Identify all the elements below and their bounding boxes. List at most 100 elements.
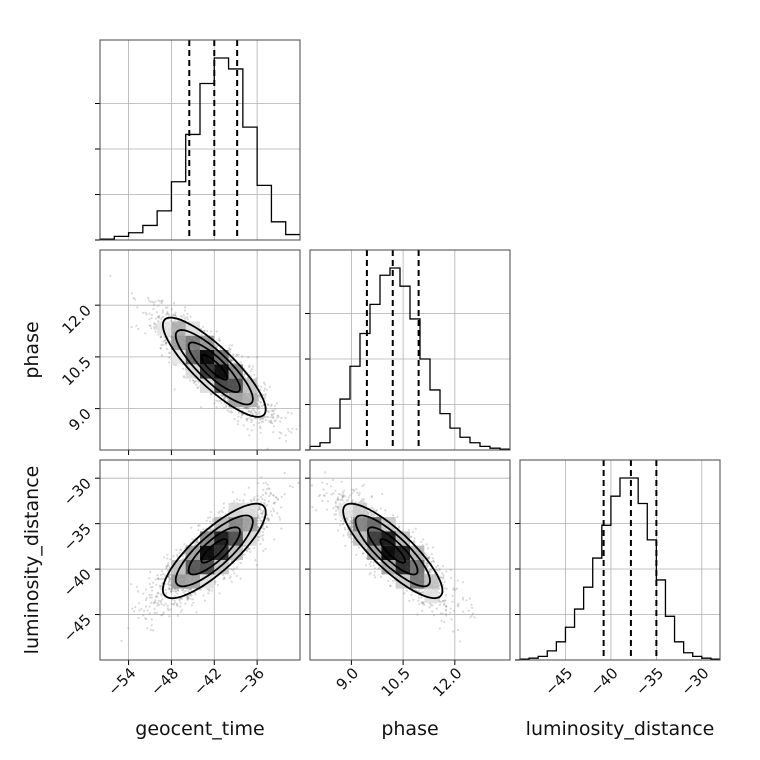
- sample-point: [212, 517, 215, 521]
- sample-point: [176, 614, 179, 617]
- sample-point: [186, 595, 189, 599]
- sample-point: [253, 417, 257, 420]
- sample-point: [260, 385, 263, 388]
- sample-point: [156, 577, 159, 580]
- sample-point: [247, 356, 250, 359]
- sample-point: [274, 496, 278, 499]
- sample-point: [185, 596, 188, 599]
- sample-point: [276, 416, 279, 419]
- sample-point: [155, 311, 159, 314]
- sample-point: [250, 429, 253, 432]
- sample-point: [152, 601, 155, 604]
- sample-point: [246, 428, 249, 431]
- sample-point: [229, 351, 232, 354]
- sample-point: [261, 420, 264, 423]
- sample-point: [168, 580, 171, 584]
- sample-point: [210, 589, 213, 592]
- sample-point: [269, 421, 272, 424]
- sample-point: [162, 611, 165, 614]
- sample-point: [217, 400, 220, 403]
- sample-point: [230, 359, 233, 362]
- sample-point: [220, 509, 223, 512]
- sample-point: [127, 627, 130, 630]
- sample-point: [166, 312, 169, 315]
- sample-point: [248, 434, 251, 437]
- sample-point: [181, 316, 184, 319]
- sample-point: [259, 508, 262, 511]
- sample-point: [182, 367, 185, 370]
- sample-point: [180, 610, 183, 613]
- sample-point: [213, 582, 216, 585]
- sample-point: [174, 314, 177, 317]
- sample-point: [144, 605, 147, 608]
- sample-point: [266, 483, 269, 486]
- sample-point: [229, 575, 232, 578]
- sample-point: [261, 534, 264, 537]
- sample-point: [263, 503, 266, 506]
- sample-point: [271, 422, 274, 425]
- sample-point: [156, 577, 159, 580]
- sample-point: [162, 577, 165, 580]
- sample-point: [218, 399, 222, 402]
- sample-point: [160, 335, 163, 339]
- sample-point: [245, 407, 248, 410]
- sample-point: [153, 611, 156, 615]
- sample-point: [175, 548, 178, 552]
- sample-point: [284, 417, 287, 420]
- sample-point: [257, 514, 260, 518]
- sample-point: [166, 557, 169, 560]
- sample-point: [130, 607, 134, 610]
- sample-point: [273, 404, 276, 408]
- sample-point: [168, 615, 171, 618]
- sample-point: [167, 356, 170, 359]
- sample-point: [251, 419, 254, 422]
- sample-point: [221, 511, 224, 514]
- sample-point: [183, 316, 187, 319]
- sample-point: [160, 316, 163, 319]
- sample-point: [167, 575, 170, 579]
- sample-point: [257, 526, 260, 529]
- sample-point: [295, 428, 298, 431]
- sample-point: [152, 301, 155, 304]
- sample-point: [159, 346, 162, 350]
- sample-point: [216, 583, 220, 587]
- histogram-geocent-time: [99, 57, 300, 240]
- sample-point: [266, 526, 269, 529]
- sample-point: [160, 354, 163, 357]
- sample-point: [192, 601, 195, 604]
- sample-point: [157, 299, 160, 302]
- sample-point: [156, 315, 160, 318]
- sample-point: [273, 502, 276, 505]
- sample-point: [194, 542, 197, 545]
- sample-point: [268, 420, 271, 423]
- sample-point: [175, 602, 179, 605]
- sample-point: [272, 410, 275, 413]
- sample-point: [279, 420, 282, 423]
- sample-point: [230, 568, 233, 571]
- sample-point: [259, 388, 262, 391]
- sample-point: [257, 539, 260, 542]
- sample-point: [262, 509, 265, 512]
- sample-point: [159, 584, 162, 588]
- sample-point: [260, 420, 263, 423]
- sample-point: [214, 580, 217, 583]
- panel-frame-geocent-time: [99, 39, 301, 241]
- sample-point: [237, 407, 240, 410]
- sample-point: [261, 515, 264, 518]
- sample-point: [157, 315, 160, 318]
- sample-point: [153, 303, 156, 307]
- sample-point: [168, 566, 172, 569]
- sample-point: [264, 547, 267, 551]
- sample-point: [159, 578, 162, 581]
- sample-point: [199, 327, 203, 331]
- sample-point: [226, 399, 229, 403]
- sample-point: [165, 347, 169, 350]
- sample-point: [178, 551, 181, 554]
- sample-point: [203, 329, 206, 332]
- sample-point: [232, 569, 235, 572]
- sample-point: [287, 427, 290, 431]
- sample-point: [272, 510, 275, 513]
- sample-point: [277, 415, 280, 418]
- sample-point: [165, 565, 168, 569]
- sample-point: [268, 487, 271, 491]
